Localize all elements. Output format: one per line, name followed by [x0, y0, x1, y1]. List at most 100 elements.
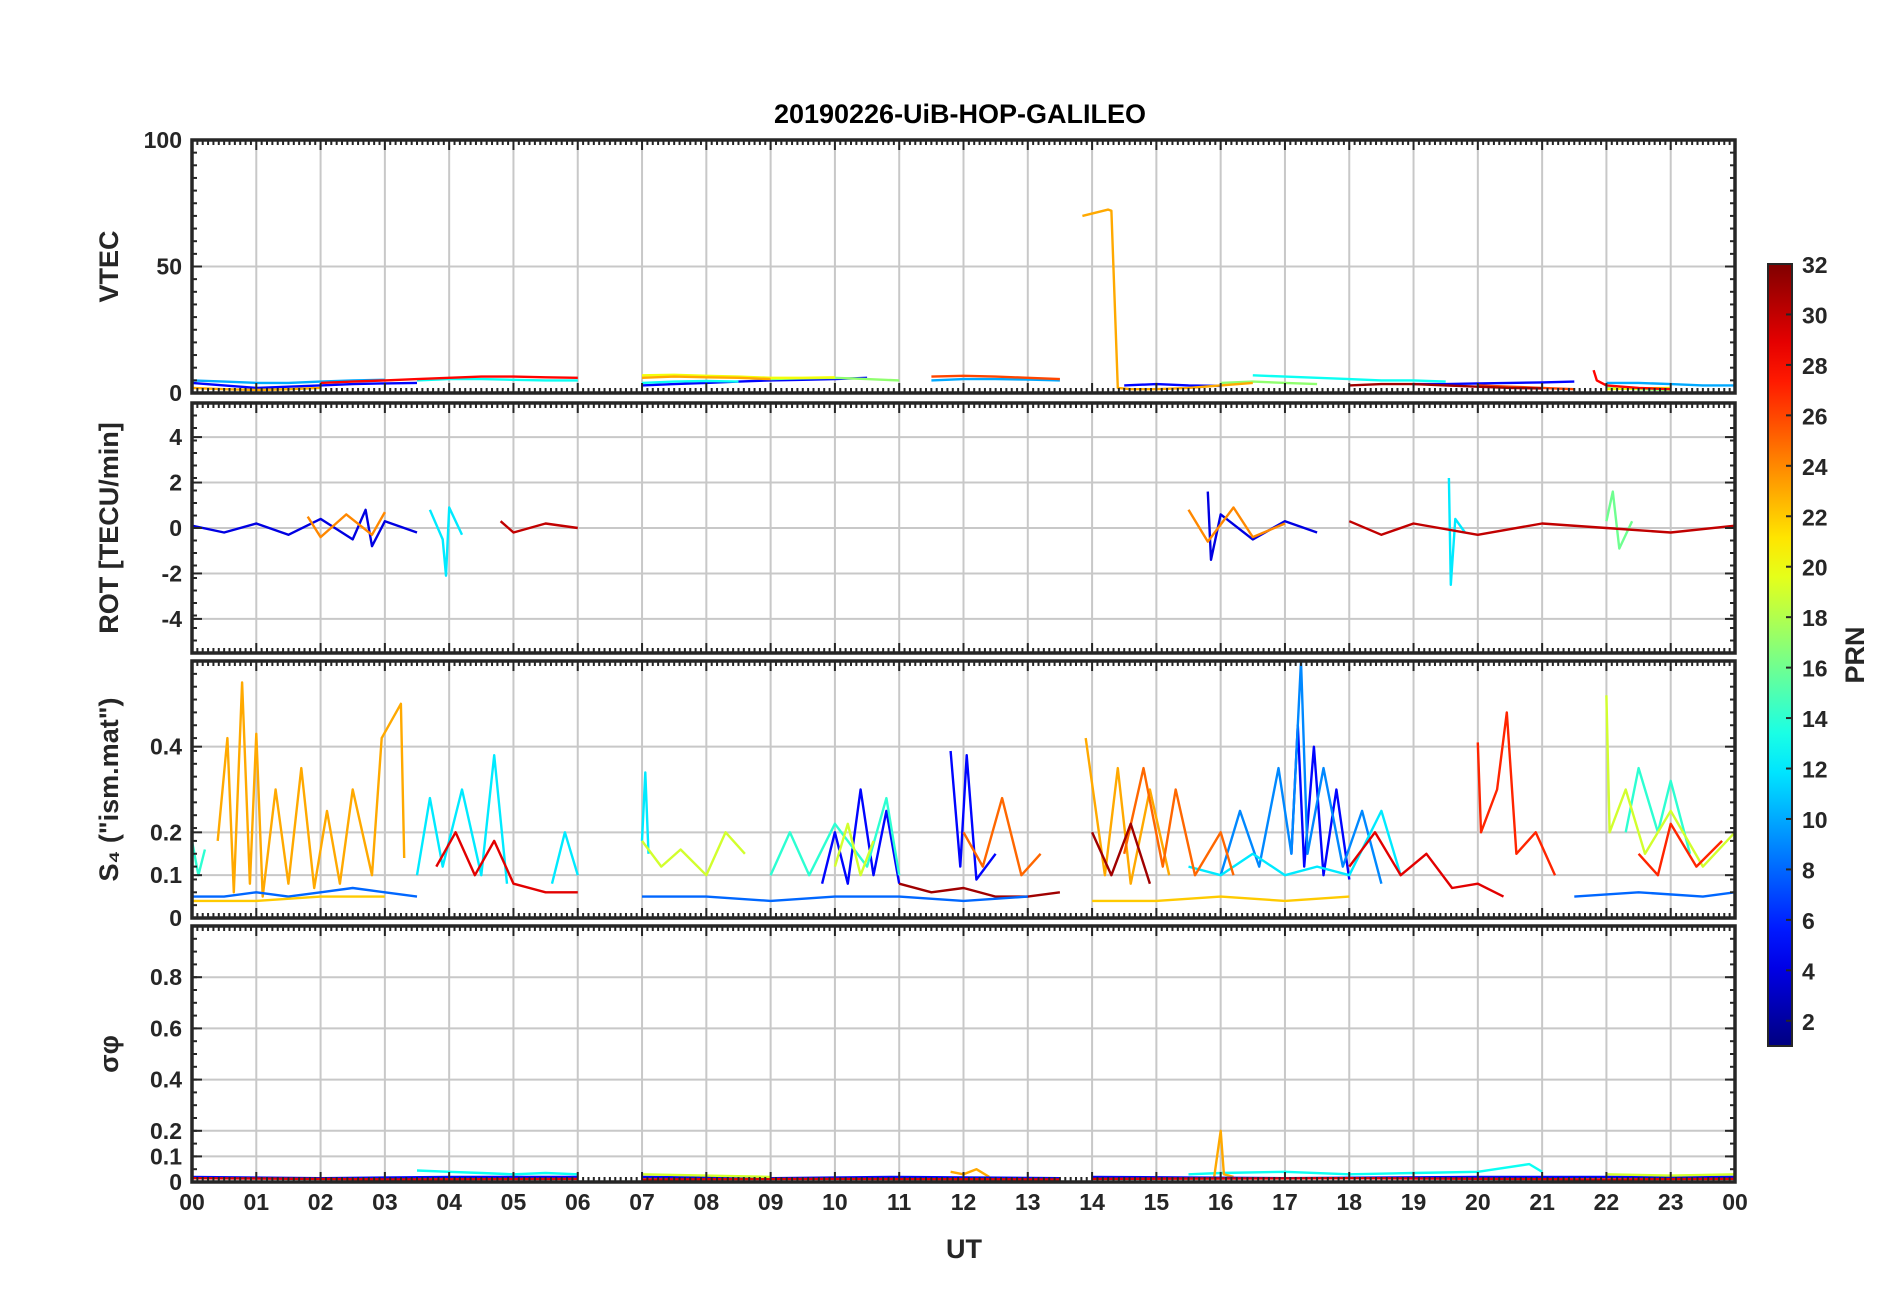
- colorbar-tick-label: 20: [1802, 555, 1828, 581]
- figure-title: 20190226-UiB-HOP-GALILEO: [774, 99, 1146, 129]
- x-tick-label: 12: [951, 1189, 977, 1215]
- series-line-prn-19: [833, 822, 875, 877]
- x-tick-label: 00: [179, 1189, 205, 1215]
- y-tick-label: 0.2: [150, 1118, 182, 1144]
- series-line-prn-12: [1447, 477, 1466, 586]
- y-tick-label: 0.4: [150, 1067, 182, 1093]
- series-group: [192, 661, 1735, 903]
- series-line-prn-31: [898, 882, 1061, 898]
- colorbar-tick-label: 18: [1802, 605, 1828, 631]
- series-line-prn-19: [641, 831, 746, 877]
- x-tick-label: 01: [243, 1189, 269, 1215]
- colorbar-tick-label: 24: [1802, 454, 1828, 480]
- x-axis: 00 01 02 03 04 05 06 07 08 09 10 11 12 13 14 15 16 17 18 19…: [179, 1189, 1748, 1264]
- x-tick-label: 09: [758, 1189, 784, 1215]
- x-tick-label: 16: [1208, 1189, 1234, 1215]
- series-line-prn-17: [1220, 380, 1318, 386]
- colorbar-gradient: [1767, 263, 1793, 1047]
- axis-frame: [190, 138, 1737, 395]
- series-line-prn-12: [1188, 809, 1402, 877]
- colorbar-tick-label: 32: [1802, 252, 1828, 278]
- y-tick-label: 0: [169, 1169, 182, 1195]
- series-line-prn-8: [1574, 891, 1735, 898]
- series-group: [192, 477, 1735, 586]
- x-tick-label: 05: [501, 1189, 527, 1215]
- colorbar-tick-label: 10: [1802, 807, 1828, 833]
- x-tick-label: 18: [1336, 1189, 1362, 1215]
- series-line-prn-30: [499, 520, 578, 534]
- x-tick-label: 21: [1529, 1189, 1555, 1215]
- x-tick-label: 13: [1015, 1189, 1041, 1215]
- x-tick-label: 02: [308, 1189, 334, 1215]
- y-tick-label: 0.1: [150, 1143, 182, 1169]
- y-tick-label: 0.4: [150, 734, 182, 760]
- colorbar-tick-label: 22: [1802, 504, 1828, 530]
- colorbar-tick-label: 30: [1802, 302, 1828, 328]
- colorbar-tick-label: 16: [1802, 656, 1828, 682]
- x-tick-label: 20: [1465, 1189, 1491, 1215]
- x-tick-label: 10: [822, 1189, 848, 1215]
- series-line-prn-13: [1188, 1162, 1543, 1176]
- x-tick-label: 17: [1272, 1189, 1298, 1215]
- y-tick-label: 0: [169, 515, 182, 541]
- x-tick-label: 06: [565, 1189, 591, 1215]
- series-line-prn-16: [1605, 490, 1634, 550]
- panel-4: 00.10.2 0.4 0.6 0.8 σφ: [94, 924, 1737, 1195]
- x-tick-label: 23: [1658, 1189, 1684, 1215]
- colorbar-tick-label: 6: [1802, 908, 1815, 934]
- colorbar-tick-label: 2: [1802, 1009, 1815, 1035]
- panel-2: -4 -2 0 2 4 ROT [TECU/min]: [94, 401, 1737, 655]
- y-tick-label: 0.8: [150, 964, 182, 990]
- series-line-prn-4: [1206, 491, 1318, 561]
- x-tick-label: 04: [436, 1189, 462, 1215]
- y-tick-label: 0.1: [150, 862, 182, 888]
- series-line-prn-23: [950, 1168, 990, 1178]
- x-tick-label: 03: [372, 1189, 398, 1215]
- x-tick-label: 22: [1594, 1189, 1620, 1215]
- axis-frame: [190, 659, 1737, 920]
- x-tick-label: 07: [629, 1189, 655, 1215]
- y-tick-label: 0.2: [150, 819, 182, 845]
- x-tick-label: 19: [1401, 1189, 1427, 1215]
- x-tick-label: 00: [1722, 1189, 1748, 1215]
- y-tick-label: -4: [162, 606, 183, 632]
- y-tick-label: 100: [144, 127, 182, 153]
- y-tick-label: 0.6: [150, 1015, 182, 1041]
- y-tick-label: 0: [169, 380, 182, 406]
- panel-1: 0 50 100 VTEC: [94, 127, 1737, 406]
- colorbar-tick-label: 4: [1802, 958, 1815, 984]
- series-line-prn-23: [216, 681, 406, 898]
- y-axis-label: σφ: [94, 1035, 124, 1073]
- x-axis-label: UT: [946, 1234, 982, 1264]
- series-line-prn-22: [192, 895, 385, 903]
- series-line-prn-8: [192, 886, 418, 898]
- series-line-prn-13: [416, 377, 578, 382]
- y-tick-label: 50: [156, 254, 182, 280]
- y-tick-label: 2: [169, 470, 182, 496]
- axis-frame: [190, 924, 1737, 1184]
- x-tick-label: 08: [694, 1189, 720, 1215]
- colorbar-tick-label: 14: [1802, 706, 1828, 732]
- series-line-prn-31: [1091, 822, 1152, 885]
- colorbar-tick-label: 28: [1802, 353, 1828, 379]
- x-tick-label: 14: [1079, 1189, 1105, 1215]
- colorbar-label: PRN: [1840, 626, 1870, 683]
- axis-frame: [190, 401, 1737, 655]
- colorbar-tick-label: 12: [1802, 757, 1828, 783]
- x-tick-label: 15: [1144, 1189, 1170, 1215]
- series-line-prn-5: [641, 376, 868, 387]
- x-tick-labels: 00 01 02 03 04 05 06 07 08 09 10 11 12 13 14 15 16 17 18 19…: [179, 1189, 1748, 1215]
- series-line-prn-9: [1219, 661, 1383, 885]
- series-line-prn-5: [192, 381, 418, 390]
- y-axis-label: S₄ ("ism.mat"): [94, 697, 124, 881]
- series-line-prn-23: [1213, 1129, 1234, 1179]
- colorbar-tick-label: 26: [1802, 403, 1828, 429]
- panel-3: 0 0.1 0.2 0.4 S₄ ("ism.mat"): [94, 659, 1737, 931]
- series-line-prn-4: [192, 508, 418, 548]
- series-line-prn-30: [1348, 520, 1735, 536]
- series-line-prn-13: [416, 1169, 578, 1176]
